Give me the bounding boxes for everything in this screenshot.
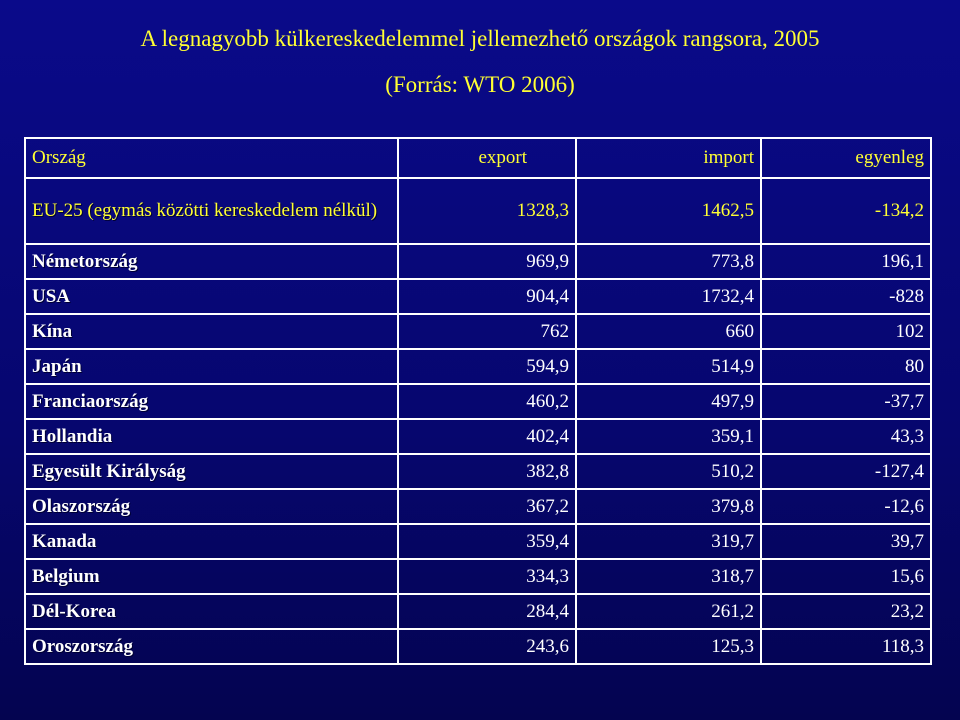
balance-cell: -37,7 — [760, 383, 932, 420]
import-cell: 318,7 — [575, 558, 762, 595]
import-cell: 261,2 — [575, 593, 762, 630]
table-row: Egyesült Királyság 382,8 510,2 -127,4 — [24, 453, 932, 490]
table-row: Kína 762 660 102 — [24, 313, 932, 350]
export-cell: 334,3 — [397, 558, 577, 595]
import-cell: 379,8 — [575, 488, 762, 525]
export-cell: 359,4 — [397, 523, 577, 560]
column-header-export: export — [397, 137, 577, 179]
export-cell: 402,4 — [397, 418, 577, 455]
balance-cell: -134,2 — [760, 177, 932, 245]
country-cell: Németország — [24, 243, 399, 280]
export-cell: 367,2 — [397, 488, 577, 525]
table-row: Németország 969,9 773,8 196,1 — [24, 243, 932, 280]
country-cell: Oroszország — [24, 628, 399, 665]
country-cell: Egyesült Királyság — [24, 453, 399, 490]
country-cell: Kanada — [24, 523, 399, 560]
balance-cell: 15,6 — [760, 558, 932, 595]
country-cell: EU-25 (egymás közötti kereskedelem nélkü… — [24, 177, 399, 245]
table-row: Kanada 359,4 319,7 39,7 — [24, 523, 932, 560]
export-cell: 284,4 — [397, 593, 577, 630]
table-row: Olaszország 367,2 379,8 -12,6 — [24, 488, 932, 525]
balance-cell: 102 — [760, 313, 932, 350]
balance-cell: -12,6 — [760, 488, 932, 525]
table-row: USA 904,4 1732,4 -828 — [24, 278, 932, 315]
balance-cell: 80 — [760, 348, 932, 385]
export-cell: 460,2 — [397, 383, 577, 420]
page-title: A legnagyobb külkereskedelemmel jellemez… — [140, 26, 820, 51]
column-header-import: import — [575, 137, 762, 179]
table-row: Dél-Korea 284,4 261,2 23,2 — [24, 593, 932, 630]
table-row: Franciaország 460,2 497,9 -37,7 — [24, 383, 932, 420]
export-cell: 594,9 — [397, 348, 577, 385]
country-cell: Kína — [24, 313, 399, 350]
balance-cell: 196,1 — [760, 243, 932, 280]
column-header-balance: egyenleg — [760, 137, 932, 179]
country-cell: Hollandia — [24, 418, 399, 455]
country-cell: USA — [24, 278, 399, 315]
country-cell: Olaszország — [24, 488, 399, 525]
balance-cell: 118,3 — [760, 628, 932, 665]
import-cell: 510,2 — [575, 453, 762, 490]
balance-cell: 39,7 — [760, 523, 932, 560]
export-cell: 904,4 — [397, 278, 577, 315]
import-cell: 125,3 — [575, 628, 762, 665]
export-cell: 969,9 — [397, 243, 577, 280]
import-cell: 497,9 — [575, 383, 762, 420]
table-row: Hollandia 402,4 359,1 43,3 — [24, 418, 932, 455]
table-row: EU-25 (egymás közötti kereskedelem nélkü… — [24, 177, 932, 245]
import-cell: 359,1 — [575, 418, 762, 455]
export-cell: 762 — [397, 313, 577, 350]
import-cell: 1462,5 — [575, 177, 762, 245]
export-cell: 1328,3 — [397, 177, 577, 245]
country-cell: Japán — [24, 348, 399, 385]
export-cell: 243,6 — [397, 628, 577, 665]
table-row: Oroszország 243,6 125,3 118,3 — [24, 628, 932, 665]
country-cell: Franciaország — [24, 383, 399, 420]
balance-cell: -828 — [760, 278, 932, 315]
import-cell: 773,8 — [575, 243, 762, 280]
export-cell: 382,8 — [397, 453, 577, 490]
balance-cell: 43,3 — [760, 418, 932, 455]
country-cell: Belgium — [24, 558, 399, 595]
import-cell: 1732,4 — [575, 278, 762, 315]
balance-cell: 23,2 — [760, 593, 932, 630]
import-cell: 514,9 — [575, 348, 762, 385]
table-body: EU-25 (egymás közötti kereskedelem nélkü… — [24, 177, 932, 665]
table-row: Japán 594,9 514,9 80 — [24, 348, 932, 385]
country-cell: Dél-Korea — [24, 593, 399, 630]
table-header-row: Ország export import egyenleg — [24, 137, 932, 179]
column-header-country: Ország — [24, 137, 399, 179]
import-cell: 319,7 — [575, 523, 762, 560]
trade-ranking-table: Ország export import egyenleg EU-25 (egy… — [24, 137, 932, 665]
balance-cell: -127,4 — [760, 453, 932, 490]
import-cell: 660 — [575, 313, 762, 350]
source-note: (Forrás: WTO 2006) — [385, 72, 575, 97]
table-row: Belgium 334,3 318,7 15,6 — [24, 558, 932, 595]
